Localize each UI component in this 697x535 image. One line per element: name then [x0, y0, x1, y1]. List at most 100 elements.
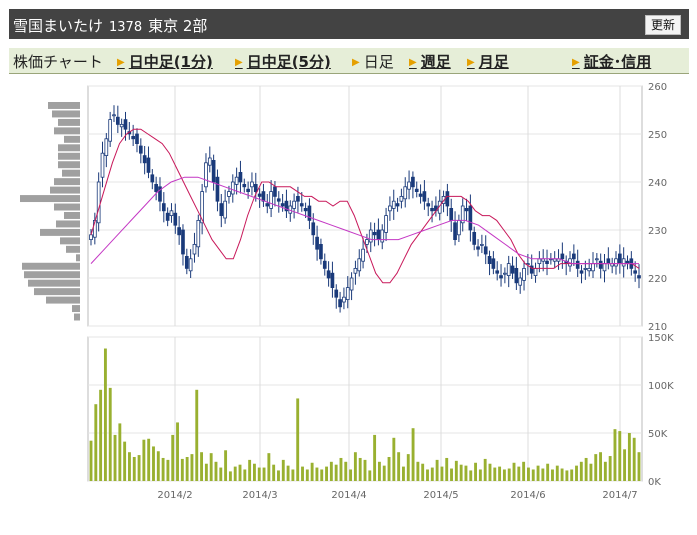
- candlestick: [407, 170, 411, 200]
- volume-bar: [320, 469, 324, 481]
- candle-body: [388, 205, 392, 212]
- candle-body: [158, 186, 162, 202]
- nav-margin[interactable]: ▶ 証金･信用: [572, 51, 651, 72]
- candle-body: [460, 205, 465, 224]
- nav-monthly-label: 月足: [478, 53, 509, 71]
- candle-body: [334, 289, 339, 298]
- date-tick-label: 2014/2: [157, 490, 192, 501]
- candlestick: [422, 180, 427, 210]
- candlestick: [403, 177, 408, 208]
- candle-body: [142, 155, 147, 164]
- nav-intraday-5min[interactable]: ▶ 日中足(5分): [235, 51, 331, 72]
- candle-body: [192, 243, 197, 255]
- volume-profile-bar: [58, 152, 80, 160]
- candle-body: [618, 253, 622, 265]
- candlestick: [361, 237, 365, 269]
- candlestick: [265, 194, 270, 214]
- volume-bar: [103, 348, 107, 481]
- volume-bar: [277, 470, 280, 481]
- volume-bar: [353, 452, 357, 481]
- nav-weekly[interactable]: ▶ 週足: [409, 51, 451, 72]
- nav-monthly[interactable]: ▶ 月足: [467, 51, 509, 72]
- volume-bar: [89, 440, 93, 481]
- stock-name: 雪国まいたけ: [13, 17, 104, 35]
- arrow-icon: ▶: [117, 57, 125, 68]
- candlestick: [633, 261, 638, 282]
- volume-profile-bar: [64, 212, 80, 219]
- candle-body: [303, 207, 308, 212]
- candlestick: [491, 251, 496, 275]
- volume-bar: [166, 459, 170, 481]
- candle-body: [238, 171, 243, 183]
- candle-body: [579, 270, 584, 274]
- volume-bar: [608, 456, 612, 481]
- candlestick: [211, 154, 216, 191]
- candlestick: [138, 138, 143, 164]
- moving-average-short: [90, 128, 640, 284]
- volume-bar: [474, 462, 478, 481]
- nav-intraday-1min-label: 日中足(1分): [128, 53, 213, 71]
- price-tick-label: 220: [648, 274, 667, 285]
- volume-bar: [248, 459, 252, 481]
- volume-bar: [459, 464, 463, 481]
- volume-bar: [325, 466, 328, 481]
- candlestick: [169, 203, 174, 223]
- volume-bar: [200, 452, 204, 481]
- candlestick: [307, 198, 312, 230]
- candlestick: [215, 169, 220, 212]
- volume-bar: [397, 452, 401, 481]
- date-tick-label: 2014/3: [242, 490, 277, 501]
- volume-bar: [334, 464, 338, 481]
- volume-bar: [454, 460, 458, 481]
- volume-bar: [464, 465, 468, 481]
- candle-body: [112, 114, 116, 117]
- candle-body: [177, 227, 181, 236]
- volume-profile-bar: [66, 245, 80, 253]
- candle-body: [391, 200, 396, 209]
- candlestick: [181, 224, 185, 266]
- volume-bar: [358, 457, 362, 481]
- candlestick: [411, 171, 415, 199]
- volume-bar: [613, 429, 617, 481]
- arrow-icon: ▶: [409, 57, 417, 68]
- candle-body: [292, 200, 296, 209]
- candlestick: [372, 222, 377, 247]
- volume-profile-bar: [62, 169, 80, 177]
- nav-weekly-label: 週足: [420, 53, 451, 71]
- candlestick: [338, 291, 342, 313]
- refresh-button[interactable]: 更新: [644, 15, 681, 35]
- volume-bar: [128, 452, 131, 481]
- candlestick: [480, 234, 484, 254]
- candlestick: [238, 160, 243, 194]
- candle-body: [395, 203, 400, 207]
- volume-bar: [219, 467, 223, 481]
- candlestick: [487, 250, 492, 276]
- candlestick: [384, 207, 388, 242]
- candle-body: [104, 138, 109, 157]
- volume-bar: [171, 434, 175, 481]
- candle-body: [457, 219, 461, 236]
- candlestick: [146, 146, 151, 179]
- candlestick: [579, 265, 584, 284]
- candlestick: [319, 238, 323, 265]
- candle-body: [311, 222, 316, 236]
- candle-body: [614, 258, 618, 267]
- volume-bar: [344, 461, 348, 481]
- volume-bar: [190, 454, 194, 481]
- volume-profile-bar: [40, 228, 80, 236]
- volume-bar: [517, 466, 521, 481]
- candle-body: [403, 186, 408, 200]
- volume-tick-label: 100K: [648, 381, 674, 392]
- volume-bar: [108, 387, 112, 481]
- candle-body: [518, 277, 523, 286]
- volume-bar: [132, 457, 136, 481]
- volume-profile-bar: [28, 279, 80, 287]
- volume-bar: [291, 469, 295, 481]
- nav-intraday-1min[interactable]: ▶ 日中足(1分): [117, 51, 213, 72]
- volume-bar: [113, 434, 117, 481]
- candlestick: [380, 224, 385, 250]
- volume-bar: [339, 457, 343, 481]
- candle-body: [399, 195, 404, 202]
- candlestick: [334, 284, 339, 309]
- candle-body: [472, 231, 477, 245]
